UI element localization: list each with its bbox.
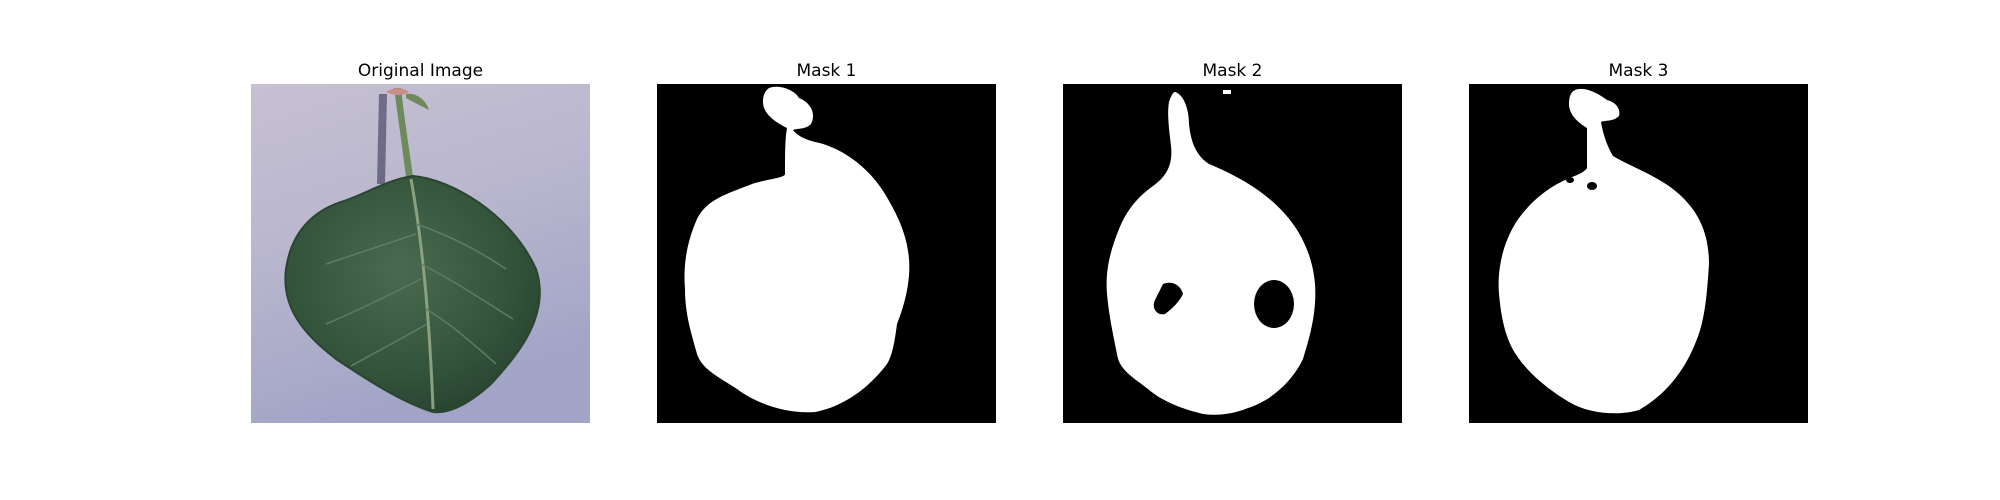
panel-mask-2: Mask 2 <box>1063 58 1402 423</box>
panel-mask-3: Mask 3 <box>1469 58 1808 423</box>
panel-title: Mask 2 <box>1202 61 1263 81</box>
panel-original-image: Original Image <box>251 58 590 423</box>
panel-title: Mask 3 <box>1608 61 1669 81</box>
mask-1-image <box>657 84 996 423</box>
original-leaf-image <box>251 84 590 423</box>
panel-title: Mask 1 <box>796 61 857 81</box>
mask-3-image <box>1469 84 1808 423</box>
panel-title: Original Image <box>357 61 484 81</box>
mask-2-image <box>1063 84 1402 423</box>
panel-mask-1: Mask 1 <box>657 58 996 423</box>
